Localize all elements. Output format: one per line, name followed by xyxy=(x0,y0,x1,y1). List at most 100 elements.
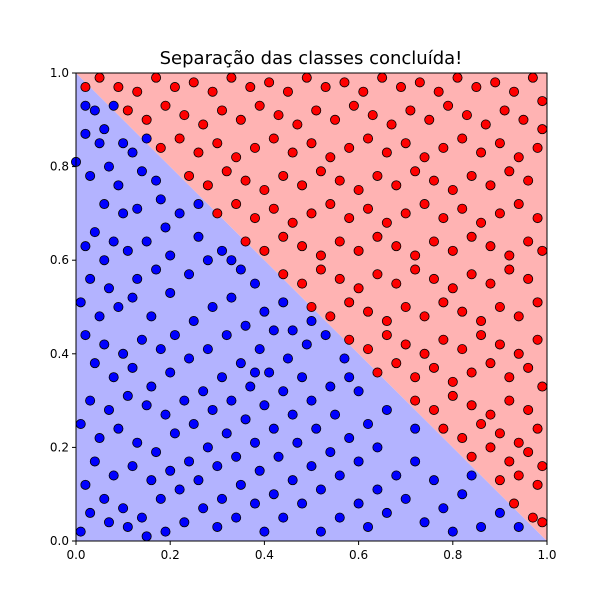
data-point xyxy=(254,100,265,111)
data-point xyxy=(249,142,260,153)
data-point xyxy=(490,77,501,88)
data-point xyxy=(226,292,237,303)
data-point xyxy=(438,334,449,345)
data-point xyxy=(315,264,326,275)
data-point xyxy=(391,278,402,289)
data-point xyxy=(306,138,317,149)
data-point xyxy=(494,301,505,312)
chart-title: Separação das classes concluída! xyxy=(160,48,463,69)
data-point xyxy=(334,236,345,247)
data-point xyxy=(141,114,152,125)
data-point xyxy=(94,138,105,149)
data-point xyxy=(353,245,364,256)
data-point xyxy=(480,119,491,130)
data-point xyxy=(363,418,374,429)
y-tick-label: 0.8 xyxy=(50,160,69,174)
data-point xyxy=(461,110,472,121)
data-point xyxy=(386,119,397,130)
data-point xyxy=(485,241,496,252)
data-point xyxy=(179,517,190,528)
data-point xyxy=(297,372,308,383)
data-point xyxy=(103,283,114,294)
x-tick-label: 0.4 xyxy=(255,548,274,562)
data-point xyxy=(259,526,270,537)
data-point xyxy=(466,400,477,411)
data-point xyxy=(372,442,383,453)
x-tick-label: 0.2 xyxy=(161,548,180,562)
data-point xyxy=(428,475,439,486)
data-point xyxy=(537,245,548,256)
data-point xyxy=(141,531,152,542)
data-point xyxy=(339,353,350,364)
data-point xyxy=(513,521,524,532)
data-point xyxy=(509,498,520,509)
data-point xyxy=(381,404,392,415)
data-point xyxy=(80,100,91,111)
data-point xyxy=(344,297,355,308)
data-point xyxy=(494,339,505,350)
data-point xyxy=(103,404,114,415)
data-point xyxy=(85,170,96,181)
data-point xyxy=(118,208,129,219)
data-point xyxy=(485,442,496,453)
data-point xyxy=(513,152,524,163)
y-tick-label: 0.2 xyxy=(50,440,69,454)
data-point xyxy=(198,386,209,397)
data-point xyxy=(306,316,317,327)
data-point xyxy=(410,250,421,261)
data-point xyxy=(537,124,548,135)
data-point xyxy=(301,72,312,83)
data-point xyxy=(94,311,105,322)
series-class-below xyxy=(71,100,524,542)
data-point xyxy=(231,199,242,210)
data-point xyxy=(188,418,199,429)
data-point xyxy=(103,517,114,528)
data-point xyxy=(372,367,383,378)
data-point xyxy=(264,77,275,88)
data-point xyxy=(259,306,270,317)
data-point xyxy=(155,493,166,504)
data-point xyxy=(433,86,444,97)
data-point xyxy=(75,526,86,537)
data-point xyxy=(217,245,228,256)
data-point xyxy=(330,114,341,125)
data-point xyxy=(476,418,487,429)
data-point xyxy=(447,376,458,387)
data-point xyxy=(523,236,534,247)
data-point xyxy=(419,517,430,528)
data-point xyxy=(217,105,228,116)
data-point xyxy=(212,521,223,532)
data-point xyxy=(278,512,289,523)
data-point xyxy=(476,330,487,341)
data-point xyxy=(410,423,421,434)
data-point xyxy=(513,470,524,481)
data-point xyxy=(184,456,195,467)
data-point xyxy=(127,147,138,158)
data-point xyxy=(532,334,543,345)
data-point xyxy=(132,203,143,214)
data-point xyxy=(334,470,345,481)
data-point xyxy=(136,512,147,523)
data-point xyxy=(278,269,289,280)
data-point xyxy=(297,180,308,191)
data-point xyxy=(184,269,195,280)
data-point xyxy=(151,175,162,186)
data-point xyxy=(259,245,270,256)
data-point xyxy=(494,208,505,219)
data-point xyxy=(410,456,421,467)
data-point xyxy=(513,311,524,322)
data-point xyxy=(395,82,406,93)
data-point xyxy=(325,447,336,458)
data-point xyxy=(348,100,359,111)
data-point xyxy=(132,86,143,97)
data-point xyxy=(523,273,534,284)
data-point xyxy=(428,362,439,373)
x-tick-label: 0.0 xyxy=(66,548,85,562)
data-point xyxy=(226,255,237,266)
data-point xyxy=(127,362,138,373)
data-point xyxy=(99,255,110,266)
data-point xyxy=(278,170,289,181)
data-point xyxy=(537,517,548,528)
data-point xyxy=(80,479,91,490)
